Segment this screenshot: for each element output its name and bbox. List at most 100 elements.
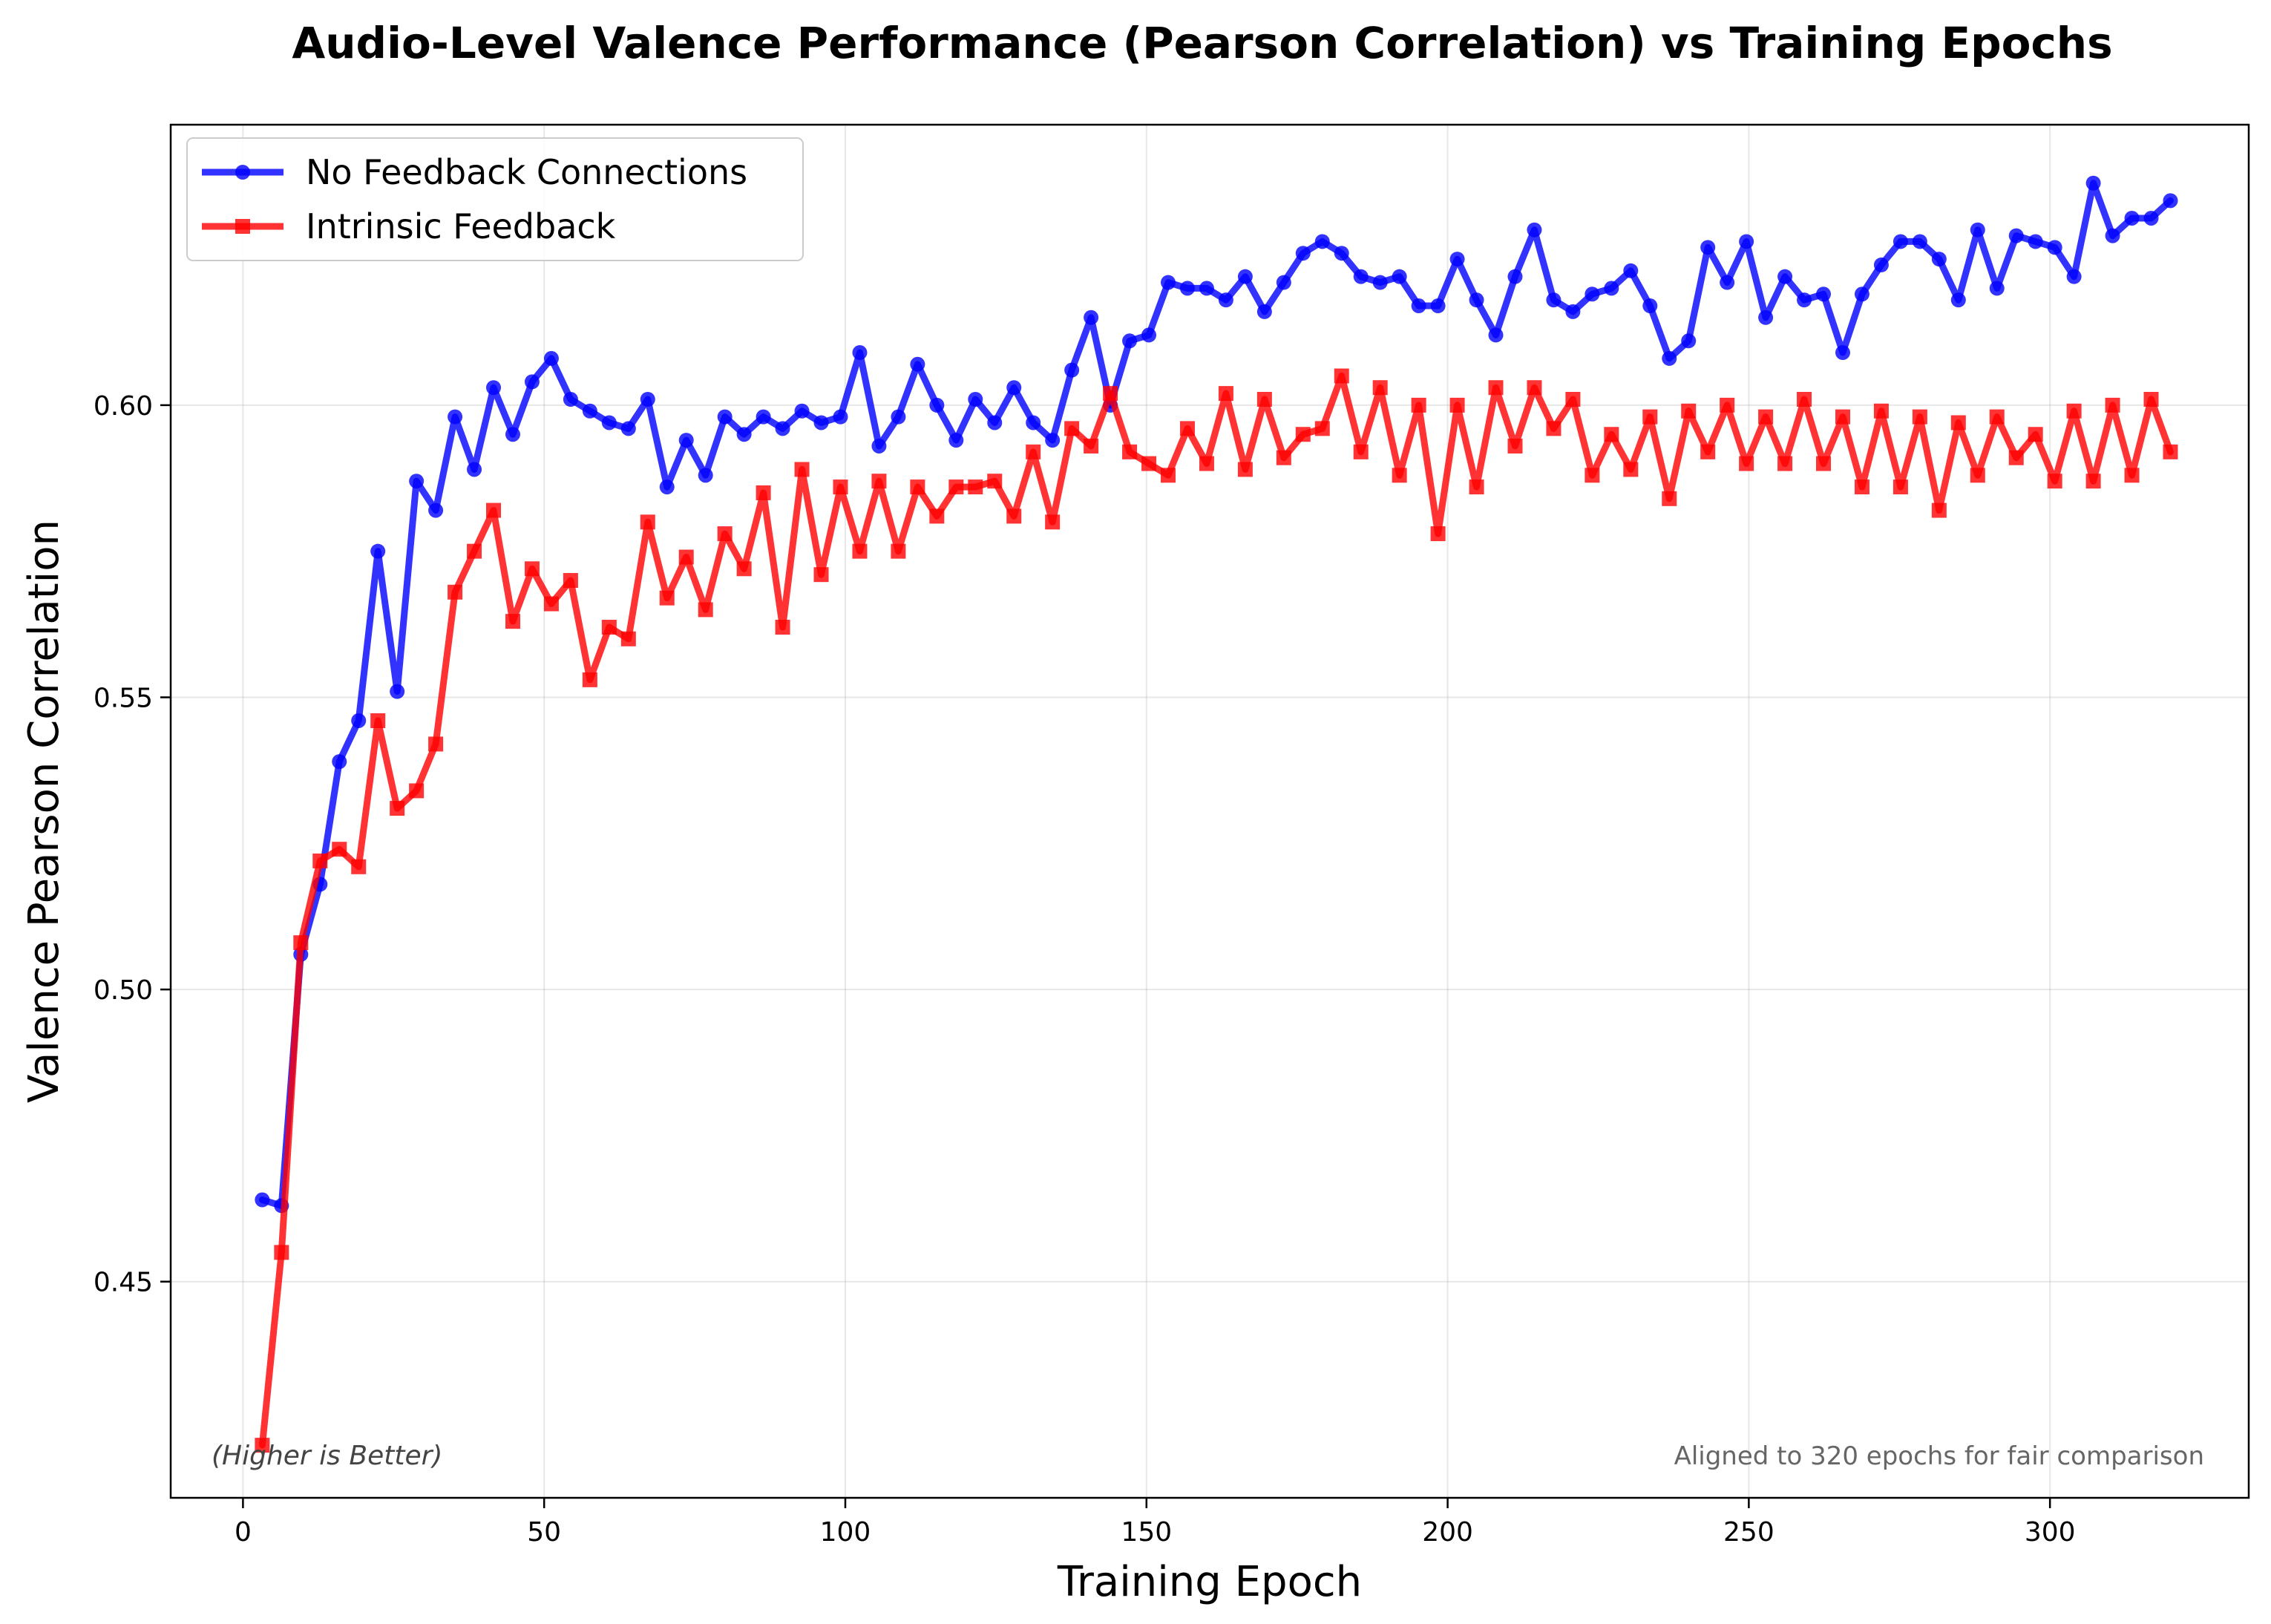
data-point-intrinsic-feedback [1026,444,1041,459]
data-point-no-feedback-connections [1816,287,1832,302]
data-point-no-feedback-connections [1064,362,1080,378]
data-point-intrinsic-feedback [1816,456,1832,471]
x-tick-label: 150 [1121,1517,1172,1548]
x-tick-label: 0 [235,1517,252,1548]
data-point-intrinsic-feedback [640,514,655,530]
data-point-intrinsic-feedback [1507,438,1523,454]
data-point-no-feedback-connections [678,433,694,448]
data-point-no-feedback-connections [1314,234,1330,249]
data-point-no-feedback-connections [1179,281,1195,296]
data-point-intrinsic-feedback [1276,450,1291,465]
data-point-intrinsic-feedback [1873,403,1889,419]
data-point-intrinsic-feedback [1161,468,1176,483]
data-point-no-feedback-connections [2143,210,2159,226]
data-point-intrinsic-feedback [620,631,636,646]
data-point-no-feedback-connections [1642,298,1658,314]
data-point-no-feedback-connections [370,543,386,559]
y-tick-label: 0.50 [94,975,153,1006]
data-point-no-feedback-connections [1199,281,1214,296]
data-point-no-feedback-connections [2028,234,2043,249]
data-point-no-feedback-connections [813,415,829,430]
data-point-intrinsic-feedback [1084,438,1099,454]
data-point-intrinsic-feedback [1353,444,1369,459]
data-point-intrinsic-feedback [1970,468,1985,483]
data-point-no-feedback-connections [1276,275,1291,290]
data-point-no-feedback-connections [563,392,578,407]
data-point-intrinsic-feedback [1700,444,1716,459]
data-point-intrinsic-feedback [1720,397,1735,413]
data-point-intrinsic-feedback [2066,403,2082,419]
data-point-intrinsic-feedback [274,1245,289,1260]
data-point-intrinsic-feedback [736,561,752,577]
data-point-intrinsic-feedback [1334,368,1349,384]
data-point-intrinsic-feedback [1218,386,1233,402]
legend: No Feedback Connections Intrinsic Feedba… [186,137,804,261]
data-point-intrinsic-feedback [524,561,540,577]
data-point-no-feedback-connections [1392,269,1407,284]
data-point-intrinsic-feedback [813,567,829,583]
y-tick-label: 0.45 [94,1268,153,1298]
data-point-intrinsic-feedback [1777,456,1793,471]
data-point-no-feedback-connections [1739,234,1754,249]
x-tick-label: 250 [1723,1517,1774,1548]
data-point-no-feedback-connections [2163,193,2178,209]
data-point-no-feedback-connections [2047,240,2062,255]
data-point-no-feedback-connections [467,462,482,477]
data-point-no-feedback-connections [2066,269,2082,284]
data-point-no-feedback-connections [1546,292,1561,308]
data-point-no-feedback-connections [1700,240,1716,255]
grid [171,125,2249,1498]
data-point-intrinsic-feedback [910,479,925,495]
data-point-no-feedback-connections [1662,350,1677,366]
legend-label-intrinsic-feedback: Intrinsic Feedback [306,206,616,246]
data-point-intrinsic-feedback [582,672,597,687]
data-point-no-feedback-connections [1161,275,1176,290]
data-point-no-feedback-connections [948,433,964,448]
data-point-intrinsic-feedback [1892,479,1908,495]
series-line-no-feedback-connections [258,180,2174,1209]
data-point-no-feedback-connections [852,345,868,361]
data-point-no-feedback-connections [871,438,887,454]
annotation-aligned-epochs: Aligned to 320 epochs for fair compariso… [1674,1441,2204,1471]
data-point-intrinsic-feedback [1585,468,1600,483]
data-point-no-feedback-connections [1873,257,1889,272]
data-point-no-feedback-connections [1469,292,1484,308]
data-point-intrinsic-feedback [505,614,520,629]
data-point-intrinsic-feedback [1739,456,1754,471]
data-point-no-feedback-connections [1585,287,1600,302]
data-point-no-feedback-connections [659,479,675,495]
data-point-intrinsic-feedback [1411,397,1426,413]
data-point-intrinsic-feedback [1256,392,1272,407]
data-point-no-feedback-connections [775,421,790,436]
data-point-no-feedback-connections [891,409,906,425]
x-tick-label: 100 [820,1517,871,1548]
data-point-no-feedback-connections [1237,269,1253,284]
data-point-no-feedback-connections [1507,269,1523,284]
data-point-intrinsic-feedback [1449,397,1465,413]
legend-label-no-feedback: No Feedback Connections [306,152,747,192]
data-point-intrinsic-feedback [1179,421,1195,436]
data-point-no-feedback-connections [929,397,945,413]
data-point-no-feedback-connections [717,409,733,425]
data-point-intrinsic-feedback [1006,508,1022,524]
data-point-no-feedback-connections [1372,275,1388,290]
series-line-intrinsic-feedback [258,373,2174,1449]
plot-frame [169,123,2250,1499]
data-point-no-feedback-connections [1353,269,1369,284]
data-point-intrinsic-feedback [1642,409,1658,425]
data-point-no-feedback-connections [1488,327,1504,343]
data-point-no-feedback-connections [1026,415,1041,430]
data-point-intrinsic-feedback [409,783,425,799]
data-point-intrinsic-feedback [871,474,887,489]
data-point-no-feedback-connections [1931,252,1947,267]
data-point-no-feedback-connections [640,392,655,407]
data-point-intrinsic-feedback [1103,386,1118,402]
data-point-intrinsic-feedback [1392,468,1407,483]
data-point-no-feedback-connections [2008,228,2024,243]
data-point-no-feedback-connections [255,1192,270,1208]
y-tick-label: 0.60 [94,391,153,422]
data-point-intrinsic-feedback [698,602,713,618]
data-point-intrinsic-feedback [293,935,309,951]
data-point-intrinsic-feedback [1623,462,1639,477]
